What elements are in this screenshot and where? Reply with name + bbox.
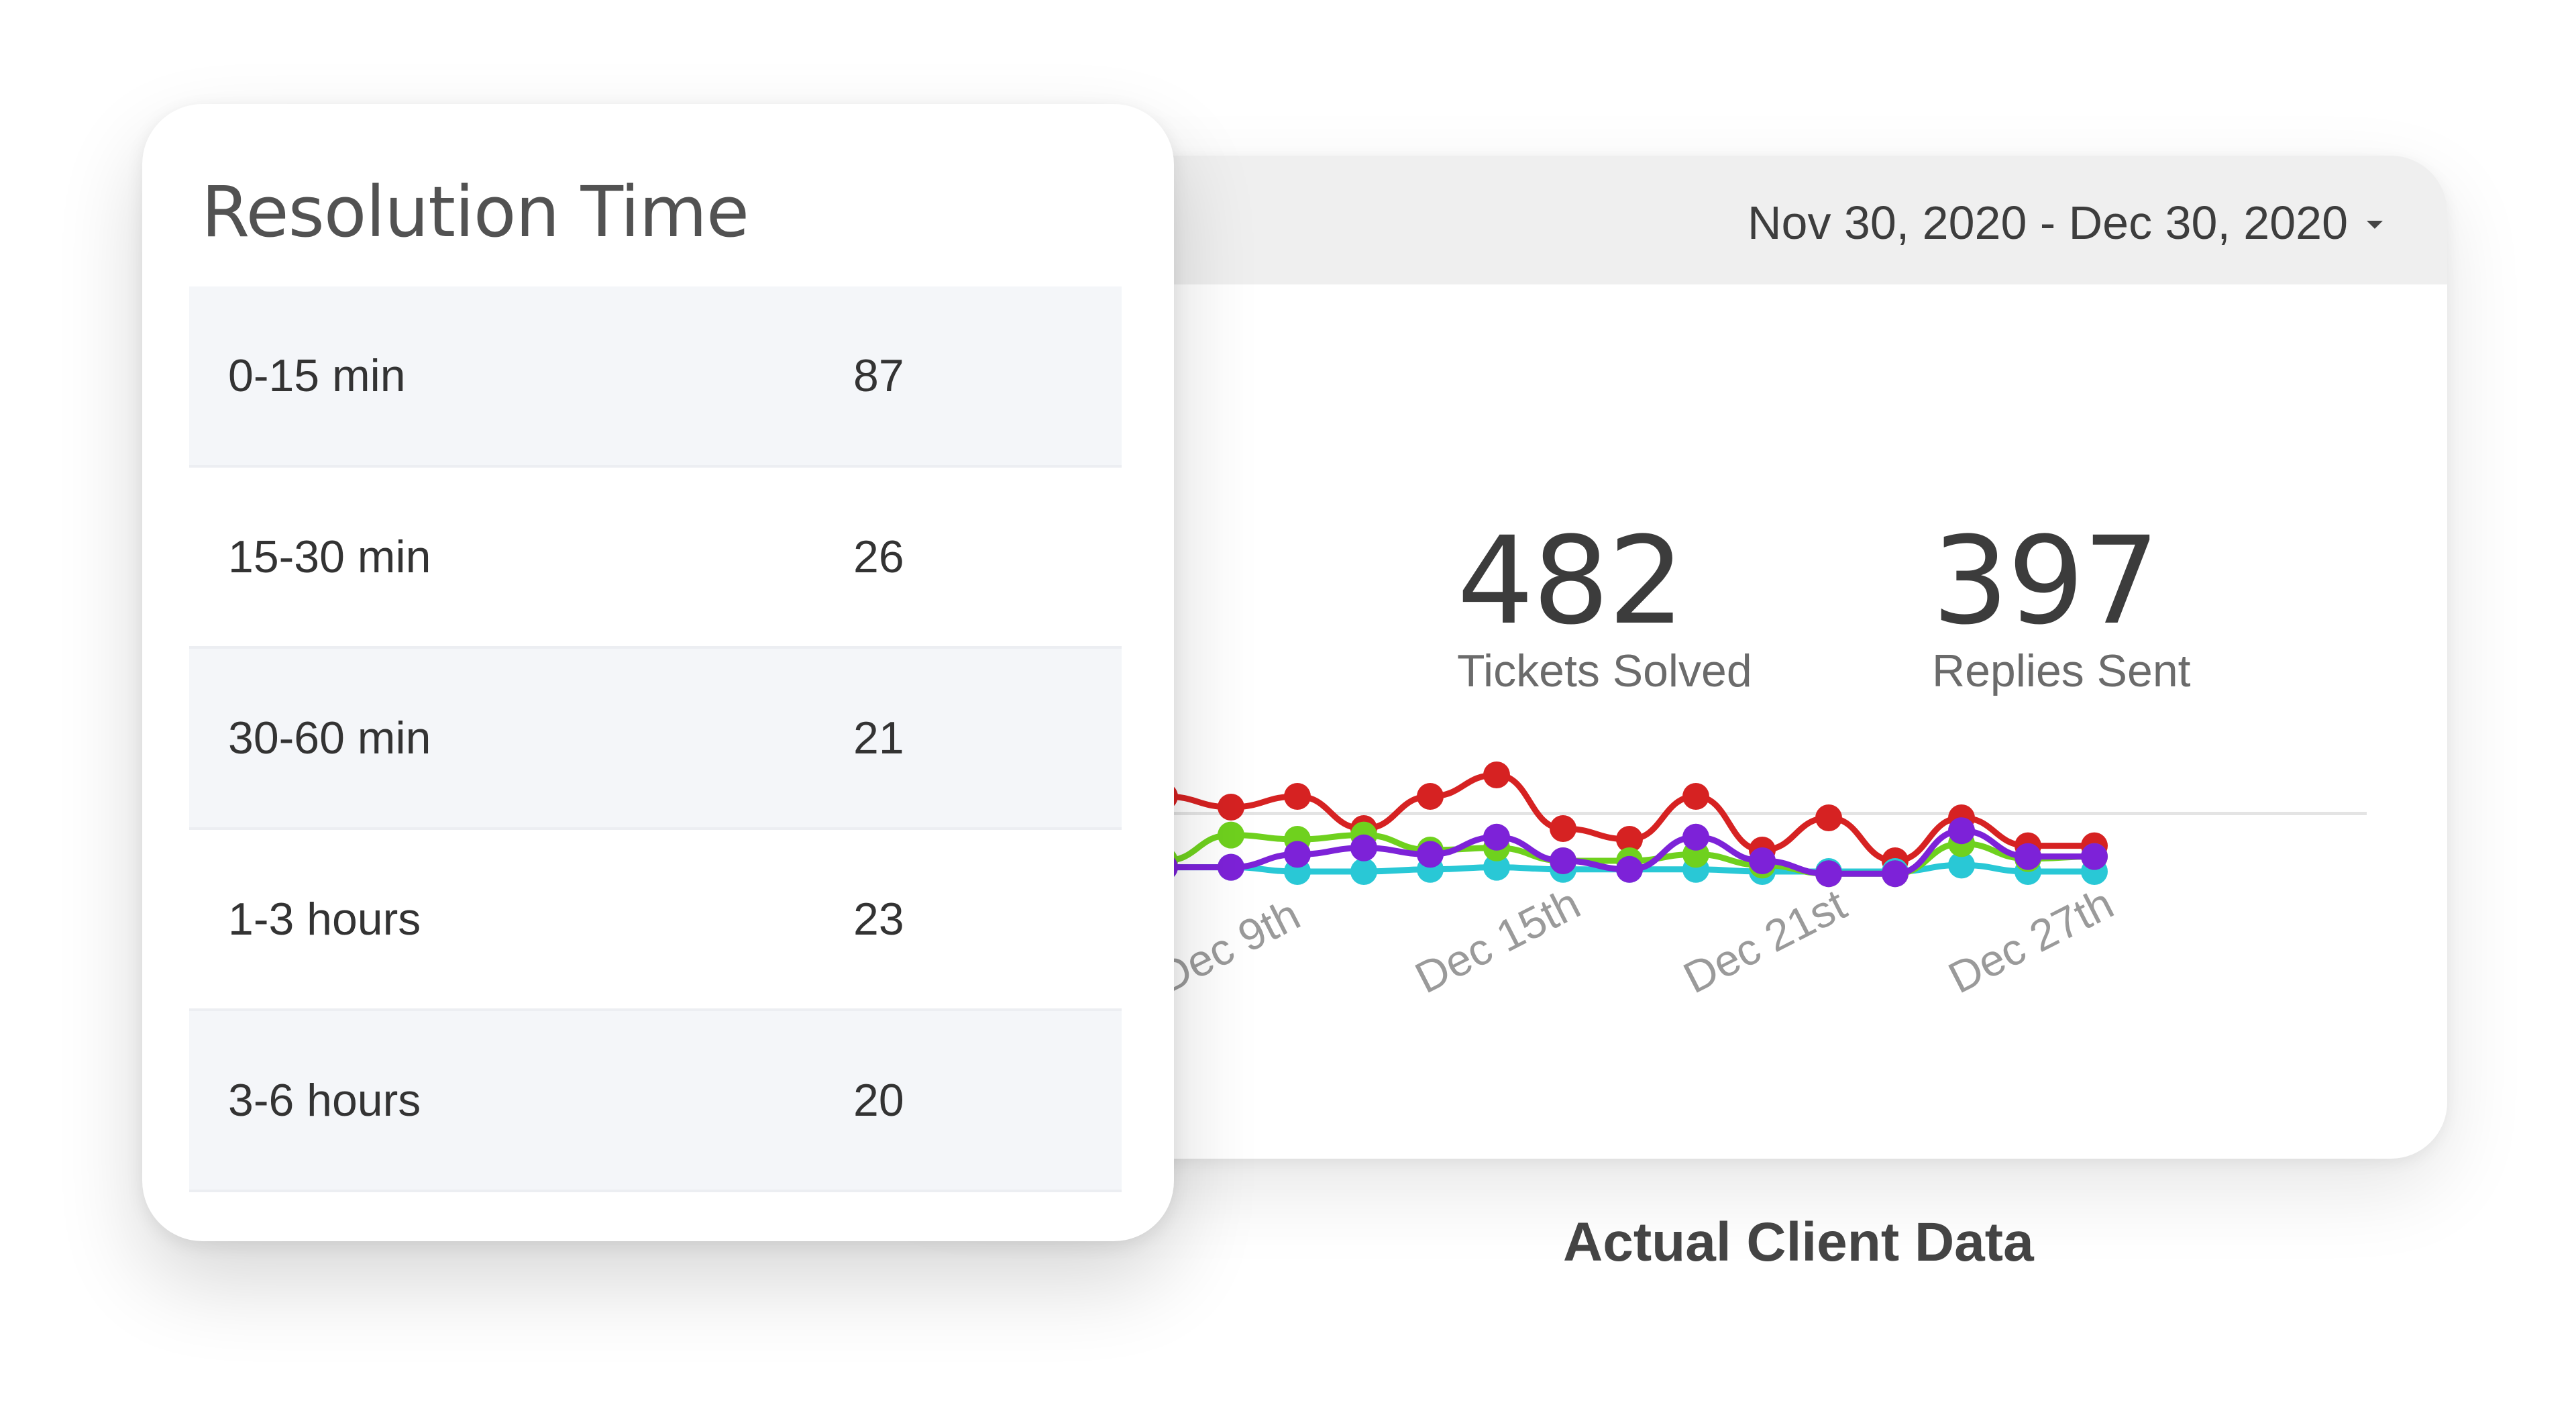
- data-point: [1749, 847, 1776, 874]
- data-point: [1218, 821, 1244, 849]
- row-value: 23: [853, 894, 904, 945]
- data-point: [1815, 804, 1842, 831]
- data-point: [1682, 783, 1709, 810]
- row-value: 21: [853, 713, 904, 764]
- data-point: [2081, 843, 2108, 870]
- caret-down-icon: [2367, 221, 2383, 229]
- data-point: [1417, 783, 1444, 810]
- data-point: [1682, 823, 1709, 851]
- data-point: [1948, 817, 1975, 845]
- tickets-solved-value: 482: [1457, 511, 1685, 651]
- data-point: [1483, 761, 1510, 788]
- data-point: [2015, 843, 2041, 870]
- data-point: [1815, 860, 1842, 888]
- data-point: [1350, 834, 1377, 861]
- x-tick-label: Dec 21st: [1676, 879, 1854, 1002]
- row-label: 3-6 hours: [228, 1075, 421, 1126]
- x-tick-label: Dec 15th: [1407, 878, 1588, 1003]
- data-point: [1882, 860, 1909, 888]
- table-row: 30-60 min 21: [189, 649, 1122, 830]
- replies-sent-value: 397: [1932, 511, 2160, 651]
- data-point: [1218, 794, 1244, 821]
- stat-tickets-solved: 482 Tickets Solved: [1457, 515, 1752, 697]
- resolution-time-card: Resolution Time 0-15 min 87 15-30 min 26…: [142, 104, 1174, 1241]
- data-point: [1483, 853, 1510, 881]
- table-row: 3-6 hours 20: [189, 1011, 1122, 1192]
- row-label: 30-60 min: [228, 713, 431, 764]
- card-title: Resolution Time: [201, 171, 749, 253]
- row-value: 20: [853, 1075, 904, 1126]
- replies-sent-label: Replies Sent: [1932, 645, 2191, 696]
- table-row: 1-3 hours 23: [189, 830, 1122, 1011]
- data-point: [1417, 841, 1444, 868]
- data-point: [1948, 851, 1975, 879]
- data-point: [1218, 853, 1244, 881]
- data-point: [1616, 826, 1643, 853]
- date-range-picker[interactable]: Nov 30, 2020 - Dec 30, 2020: [1748, 196, 2383, 250]
- resolution-table: 0-15 min 87 15-30 min 26 30-60 min 21 1-…: [189, 286, 1122, 1192]
- row-value: 26: [853, 531, 904, 582]
- row-label: 15-30 min: [228, 531, 431, 582]
- row-label: 0-15 min: [228, 350, 406, 401]
- data-point: [1550, 815, 1576, 842]
- row-value: 87: [853, 350, 904, 401]
- caption: Actual Client Data: [1563, 1212, 2034, 1273]
- data-point: [1616, 855, 1643, 883]
- data-point: [1284, 841, 1311, 868]
- data-point: [1483, 823, 1510, 851]
- stat-replies-sent: 397 Replies Sent: [1932, 515, 2191, 697]
- data-point: [1350, 858, 1377, 885]
- data-point: [1550, 847, 1576, 874]
- table-row: 0-15 min 87: [189, 286, 1122, 468]
- table-row: 15-30 min 26: [189, 468, 1122, 649]
- date-range-text: Nov 30, 2020 - Dec 30, 2020: [1747, 197, 2348, 249]
- x-tick-label: Dec 27th: [1941, 878, 2121, 1003]
- data-point: [1284, 783, 1311, 810]
- tickets-solved-label: Tickets Solved: [1457, 645, 1752, 696]
- stats-divider: [899, 812, 2367, 815]
- row-label: 1-3 hours: [228, 894, 421, 945]
